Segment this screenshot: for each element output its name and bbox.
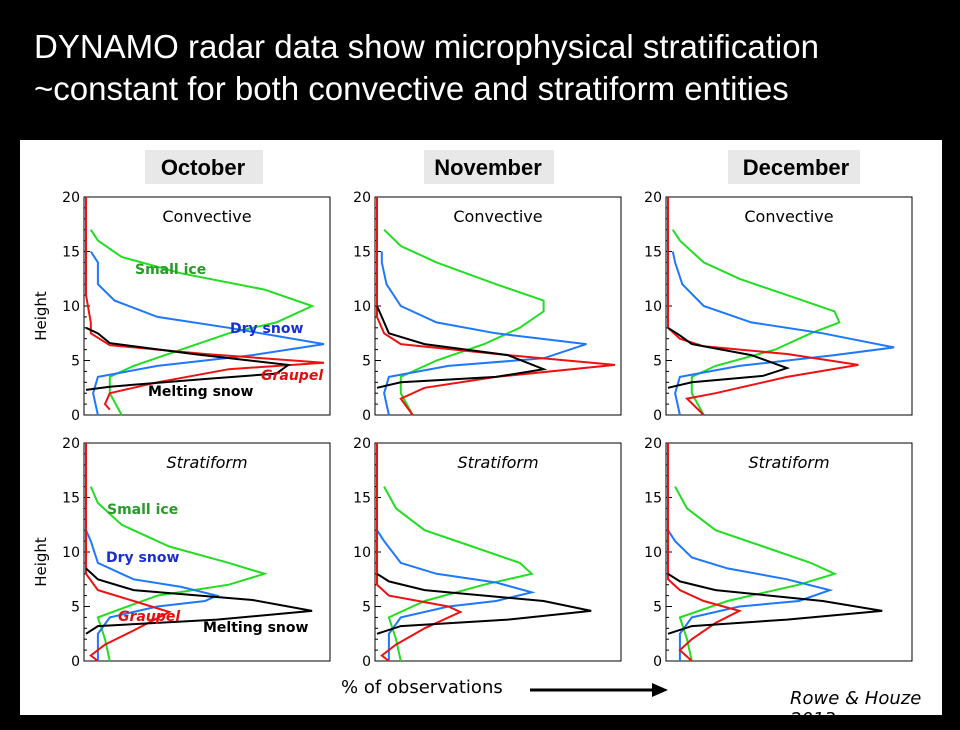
annotation-graupel: Graupel: [261, 368, 323, 384]
annotation-melting-snow: Melting snow: [148, 384, 253, 400]
y-tick-label: 10: [644, 545, 662, 561]
regime-label: Convective: [162, 207, 251, 226]
y-tick-label: 0: [362, 654, 371, 670]
series-line-small-ice: [89, 229, 315, 416]
series-line-graupel: [376, 443, 463, 662]
series-line-small-ice: [383, 486, 534, 662]
annotation-dry-snow: Dry snow: [106, 550, 179, 566]
y-tick-label: 10: [62, 299, 80, 315]
series-line-melting-snow: [85, 567, 313, 635]
y-tick-label: 20: [62, 190, 80, 206]
annotation-small-ice: Small ice: [135, 262, 206, 278]
panel-frame: [665, 442, 913, 662]
y-axis-label: Height: [32, 537, 50, 587]
y-tick-label: 0: [71, 654, 80, 670]
y-tick-label: 20: [644, 436, 662, 452]
month-header-october: October: [161, 155, 246, 180]
regime-label: Convective: [744, 207, 833, 226]
y-tick-label: 5: [71, 354, 80, 370]
series-line-small-ice: [671, 229, 841, 416]
annotation-dry-snow: Dry snow: [230, 321, 303, 337]
panel-frame: [374, 442, 622, 662]
annotation-melting-snow: Melting snow: [203, 620, 308, 636]
y-tick-label: 20: [62, 436, 80, 452]
series-line-melting-snow: [85, 326, 291, 391]
y-tick-label: 15: [644, 491, 662, 507]
y-tick-label: 20: [353, 190, 371, 206]
series-line-melting-snow: [667, 572, 883, 635]
y-tick-label: 5: [71, 600, 80, 616]
title-line-1: DYNAMO radar data show microphysical str…: [34, 28, 819, 65]
series-line-dry-snow: [671, 251, 895, 416]
series-line-dry-snow: [89, 250, 325, 416]
y-tick-label: 5: [362, 354, 371, 370]
series-line-small-ice: [89, 486, 268, 662]
arrow-head: [652, 683, 668, 697]
series-line-dry-snow: [667, 529, 834, 661]
annotation-graupel: Graupel: [118, 609, 180, 625]
y-tick-label: 0: [71, 408, 80, 424]
series-line-graupel: [376, 197, 616, 416]
y-axis-label: Height: [32, 291, 50, 341]
series-line-melting-snow: [376, 572, 592, 635]
y-tick-label: 10: [644, 299, 662, 315]
y-tick-label: 5: [653, 354, 662, 370]
y-tick-label: 0: [362, 408, 371, 424]
y-tick-label: 15: [644, 245, 662, 261]
series-line-melting-snow: [376, 305, 548, 389]
series-line-dry-snow: [376, 529, 536, 661]
credit-text: Rowe & Houze 2013: [790, 688, 922, 730]
month-header-bg: [728, 150, 860, 184]
y-tick-label: 0: [653, 654, 662, 670]
panel-frame: [665, 196, 913, 416]
x-axis-note: % of observations: [341, 677, 503, 698]
y-tick-label: 5: [362, 600, 371, 616]
y-tick-label: 15: [62, 491, 80, 507]
regime-label: Stratiform: [748, 453, 829, 472]
y-tick-label: 15: [62, 245, 80, 261]
series-line-small-ice: [674, 486, 838, 662]
regime-label: Stratiform: [166, 453, 247, 472]
y-tick-label: 20: [353, 436, 371, 452]
title-line-2: ~constant for both convective and strati…: [34, 70, 789, 107]
series-line-small-ice: [383, 228, 545, 416]
regime-label: Stratiform: [457, 453, 538, 472]
y-tick-label: 10: [353, 545, 371, 561]
slide-title: DYNAMO radar data show microphysical str…: [34, 26, 934, 110]
month-header-november: November: [434, 155, 542, 180]
series-line-melting-snow: [667, 326, 791, 389]
y-tick-label: 20: [644, 190, 662, 206]
month-header-bg: [424, 150, 554, 184]
series-line-dry-snow: [380, 251, 587, 416]
series-line-graupel: [85, 443, 172, 662]
y-tick-label: 15: [353, 245, 371, 261]
y-tick-label: 15: [353, 491, 371, 507]
regime-label: Convective: [453, 207, 542, 226]
month-header-december: December: [743, 155, 850, 180]
y-tick-label: 10: [62, 545, 80, 561]
y-tick-label: 0: [653, 408, 662, 424]
series-line-dry-snow: [85, 529, 220, 661]
y-tick-label: 5: [653, 600, 662, 616]
y-tick-label: 10: [353, 299, 371, 315]
month-header-bg: [145, 150, 263, 184]
series-line-graupel: [667, 443, 743, 662]
series-line-graupel: [667, 197, 859, 416]
series-line-graupel: [85, 197, 325, 411]
annotation-small-ice: Small ice: [107, 502, 178, 518]
